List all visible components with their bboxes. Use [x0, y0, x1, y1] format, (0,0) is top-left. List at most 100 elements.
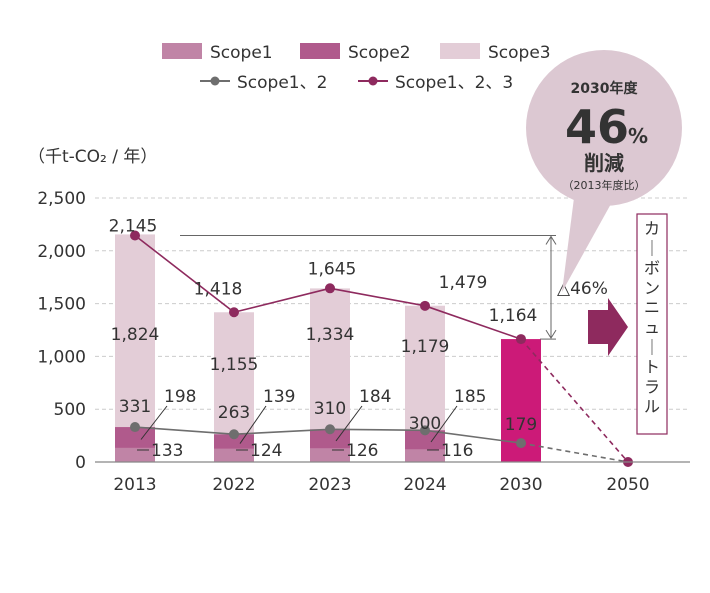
line-point	[516, 334, 526, 345]
x-tick-label: 2024	[403, 475, 446, 495]
x-tick-label: 2013	[113, 475, 156, 495]
line-point	[130, 422, 140, 433]
legend: Scope1 Scope2 Scope3 Scope1、2 Scope1、2、3	[162, 43, 551, 93]
carbon-neutral-box: カ｜ボンニュ｜トラル	[636, 213, 668, 435]
scope2-label: 184	[359, 387, 391, 407]
arrow-right-icon	[588, 298, 628, 356]
line-point	[325, 424, 335, 435]
bubble-year: 2030年度	[571, 80, 639, 97]
total-label: 1,479	[439, 273, 488, 293]
line-point	[420, 300, 430, 311]
scope2-leader	[140, 405, 168, 440]
scope2-label: 139	[263, 387, 295, 407]
reduction-bubble: 2030年度 46%削減 （2013年度比）	[526, 50, 682, 292]
line-segment	[233, 428, 331, 436]
reduction-arrow-head-top	[545, 235, 557, 245]
bubble-tail	[562, 190, 612, 292]
line-point	[229, 429, 239, 440]
line-segment-projected	[520, 338, 629, 463]
line-segment	[424, 305, 522, 340]
bar-scope1	[214, 448, 254, 462]
scope1-label: 126	[346, 441, 378, 461]
bar-scope3	[214, 312, 254, 435]
legend-label: Scope1	[210, 43, 273, 63]
x-tick-label: 2050	[606, 475, 649, 495]
carbon-neutral-frame	[636, 213, 668, 435]
total-label: 1,645	[308, 259, 357, 279]
legend-swatch	[300, 43, 340, 59]
line-segment	[233, 287, 331, 314]
bubble-percent: 46	[565, 100, 629, 154]
scope3-label: 1,334	[306, 325, 355, 345]
y-tick-label: 0	[75, 453, 86, 473]
scope3-label: 1,824	[111, 325, 160, 345]
total-label: 1,164	[489, 306, 538, 326]
bubble-word: 削減	[584, 151, 624, 175]
line-segment	[134, 234, 235, 313]
scope12-label: 179	[505, 415, 537, 435]
y-tick-label: 1,500	[37, 295, 86, 315]
total-label: 1,418	[194, 279, 243, 299]
scope2-label: 198	[164, 387, 196, 407]
bar-scope3	[405, 305, 445, 431]
bar-scope3	[115, 234, 155, 428]
legend-swatch	[162, 43, 202, 59]
line-point	[325, 283, 335, 294]
carbon-neutral-label: カ｜ボンニュ｜トラル	[644, 219, 660, 416]
scope12-label: 300	[409, 414, 441, 434]
gridlines	[95, 197, 690, 410]
line-segment	[329, 428, 426, 432]
bar-scope3	[310, 288, 350, 430]
bar-scope1	[405, 449, 445, 462]
line-segment-projected	[520, 442, 629, 463]
reduction-arrow-head-bottom	[545, 329, 557, 340]
legend-marker	[210, 76, 220, 86]
bubble-circle	[526, 50, 682, 206]
y-tick-label: 500	[54, 400, 86, 420]
total-label: 2,145	[109, 216, 158, 236]
scope12-label: 331	[119, 397, 151, 417]
scope2-leader	[335, 405, 363, 442]
scope1-label: 124	[250, 441, 282, 461]
y-tick-label: 2,000	[37, 242, 86, 262]
line-segment	[424, 429, 522, 444]
reduction-annotation: △46%	[180, 234, 628, 356]
scope2-label: 185	[454, 387, 486, 407]
bar-scope2	[405, 430, 445, 450]
legend-swatch	[440, 43, 480, 59]
x-tick-label: 2022	[212, 475, 255, 495]
scope1-label: 116	[441, 441, 473, 461]
x-tick-label: 2023	[308, 475, 351, 495]
scope3-label: 1,179	[401, 337, 450, 357]
bubble-note: （2013年度比）	[563, 178, 646, 192]
line-segment	[134, 426, 235, 436]
legend-label: Scope3	[488, 43, 551, 63]
y-tick-label: 1,000	[37, 347, 86, 367]
line-segment	[329, 287, 426, 307]
lines	[130, 230, 633, 467]
scope12-label: 310	[314, 399, 346, 419]
scope2-leader	[239, 405, 267, 444]
x-tick-label: 2030	[499, 475, 542, 495]
legend-label: Scope1、2	[237, 73, 327, 93]
scope3-label: 1,155	[210, 355, 259, 375]
bar-scope2	[115, 427, 155, 448]
legend-marker	[368, 76, 378, 86]
scope2-leader	[430, 405, 458, 443]
y-tick-label: 2,500	[37, 189, 86, 209]
line-point	[229, 307, 239, 318]
legend-label: Scope1、2、3	[395, 73, 513, 93]
scope12-label: 263	[218, 403, 250, 423]
scope1-label: 133	[151, 441, 183, 461]
bar-scope1	[310, 448, 350, 462]
unit-label: （千t-CO₂ / 年）	[28, 147, 157, 167]
y-axis: 0 500 1,000 1,500 2,000 2,500	[37, 189, 86, 473]
legend-label: Scope2	[348, 43, 411, 63]
bar-scope2	[310, 429, 350, 449]
line-point	[130, 230, 140, 241]
x-axis: 2013 2022 2023 2024 2030 2050	[95, 461, 690, 495]
bubble-percent-sign: %	[628, 124, 648, 148]
reduction-label: △46%	[557, 279, 608, 299]
